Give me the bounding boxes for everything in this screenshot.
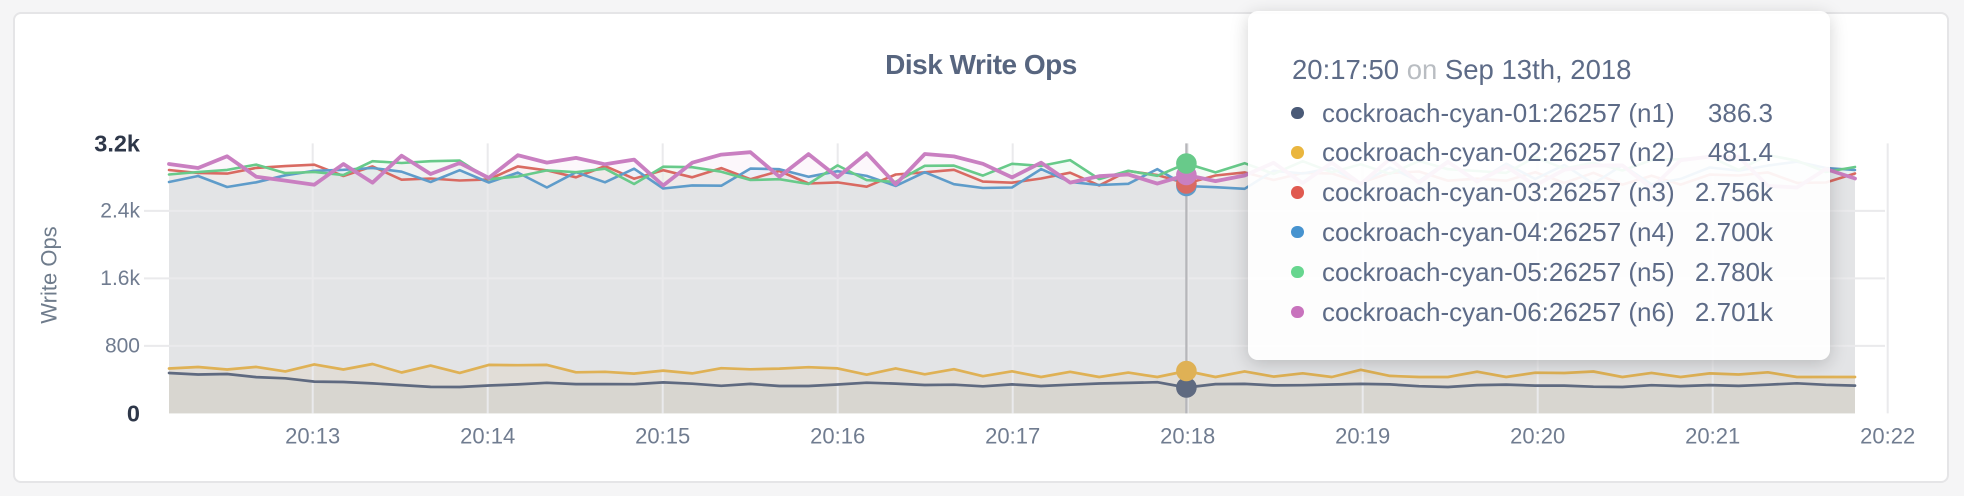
svg-text:20:20: 20:20	[1510, 424, 1565, 449]
svg-text:0: 0	[127, 400, 140, 426]
svg-text:3.2k: 3.2k	[94, 130, 141, 156]
svg-text:20:15: 20:15	[635, 424, 690, 449]
svg-text:1.6k: 1.6k	[100, 267, 140, 290]
svg-text:2.4k: 2.4k	[100, 199, 140, 222]
svg-text:800: 800	[105, 334, 140, 357]
svg-text:20:19: 20:19	[1335, 424, 1390, 449]
svg-text:20:13: 20:13	[285, 424, 340, 449]
svg-text:20:18: 20:18	[1160, 424, 1215, 449]
svg-text:20:21: 20:21	[1685, 424, 1740, 449]
svg-text:20:14: 20:14	[460, 424, 515, 449]
svg-text:20:16: 20:16	[810, 424, 865, 449]
svg-text:Write Ops: Write Ops	[37, 226, 62, 323]
svg-text:20:17: 20:17	[985, 424, 1040, 449]
svg-text:20:22: 20:22	[1860, 424, 1915, 449]
